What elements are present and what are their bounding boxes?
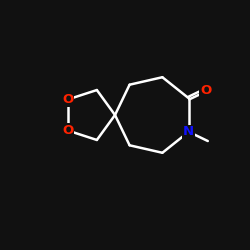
Text: O: O bbox=[62, 124, 73, 137]
Text: O: O bbox=[62, 93, 73, 106]
Text: N: N bbox=[183, 125, 194, 138]
Text: O: O bbox=[200, 84, 211, 96]
